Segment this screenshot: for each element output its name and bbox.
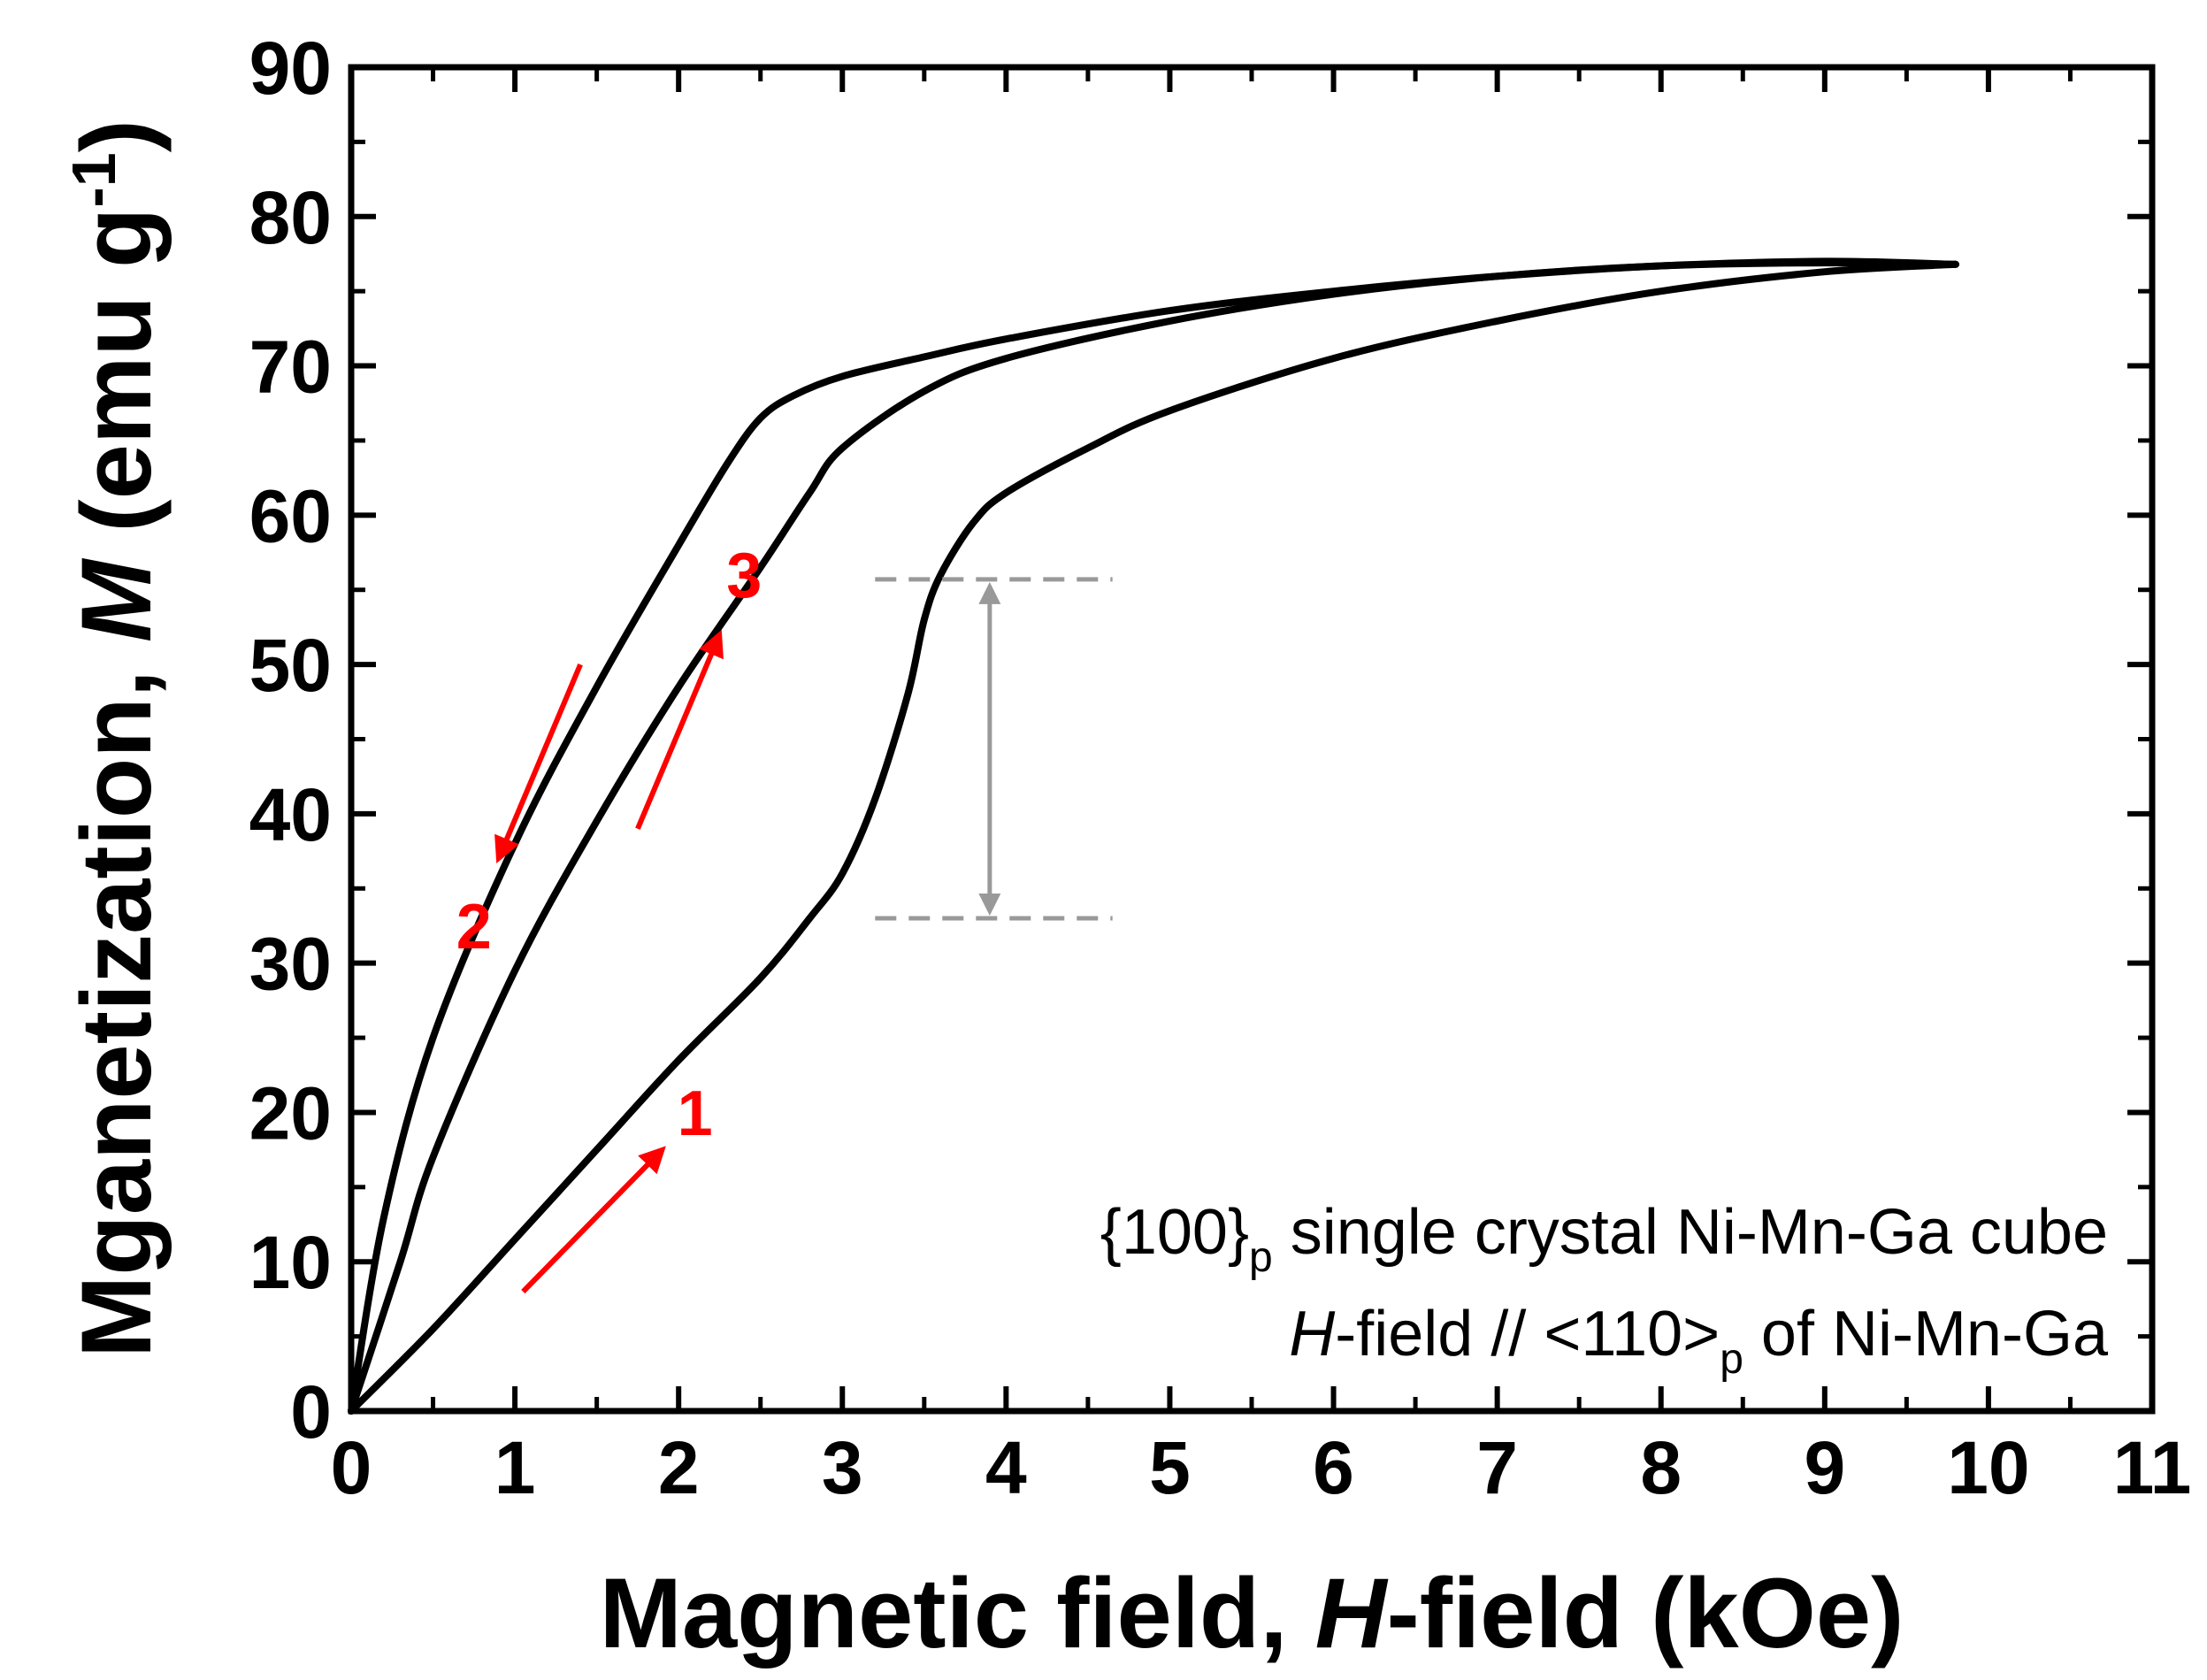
y-tick-label: 60	[249, 474, 332, 557]
y-tick-label: 30	[249, 923, 332, 1006]
x-tick-label: 8	[1640, 1426, 1682, 1509]
direction-arrows: 1 2 3	[456, 541, 762, 1294]
x-tick-label: 6	[1313, 1426, 1354, 1509]
x-tick-label: 5	[1149, 1426, 1191, 1509]
x-tick-label: 10	[1947, 1426, 2029, 1509]
arrow-2	[494, 663, 583, 864]
x-tick-label: 3	[822, 1426, 863, 1509]
annotation-line-1: {100}p single crystal Ni-Mn-Ga cube	[1100, 1197, 2108, 1281]
curve-3	[348, 259, 1959, 1415]
y-tick-label: 80	[249, 176, 332, 259]
magnetization-jump-marker	[875, 577, 1113, 921]
y-tick-label: 0	[290, 1370, 332, 1454]
marker-label-1: 1	[678, 1078, 713, 1149]
x-tick-label: 1	[494, 1426, 536, 1509]
y-tick-label: 70	[249, 326, 332, 409]
y-tick-label: 10	[249, 1221, 332, 1304]
y-tick-label: 20	[249, 1071, 332, 1155]
x-tick-label: 2	[658, 1426, 700, 1509]
x-tick-label: 11	[2113, 1426, 2192, 1509]
arrow-3	[635, 629, 724, 830]
marker-label-3: 3	[726, 541, 762, 611]
marker-label-2: 2	[456, 892, 492, 963]
arrow-1	[521, 1146, 666, 1294]
axis-ticks	[349, 65, 2155, 1414]
y-tick-label: 50	[249, 624, 332, 707]
x-tick-label: 4	[985, 1426, 1027, 1509]
axis-tick-labels: 0 1 2 3 4 5 6 7 8 9 10 11 0 10 20 30 40 50 60 70 80 90	[249, 27, 2192, 1509]
hysteresis-curves	[348, 257, 1959, 1415]
x-tick-label: 9	[1804, 1426, 1845, 1509]
y-tick-label: 90	[249, 27, 332, 110]
y-axis-title: Mganetization, M (emu g-1)	[59, 119, 172, 1358]
x-axis-title: Magnetic field, H-field (kOe)	[600, 1558, 1904, 1668]
curve-1	[348, 260, 1959, 1415]
annotation-line-2: H-field // <110>p of Ni-Mn-Ga	[1289, 1299, 2109, 1383]
x-tick-label: 0	[331, 1426, 372, 1509]
y-tick-label: 40	[249, 773, 332, 856]
x-tick-label: 7	[1476, 1426, 1518, 1509]
